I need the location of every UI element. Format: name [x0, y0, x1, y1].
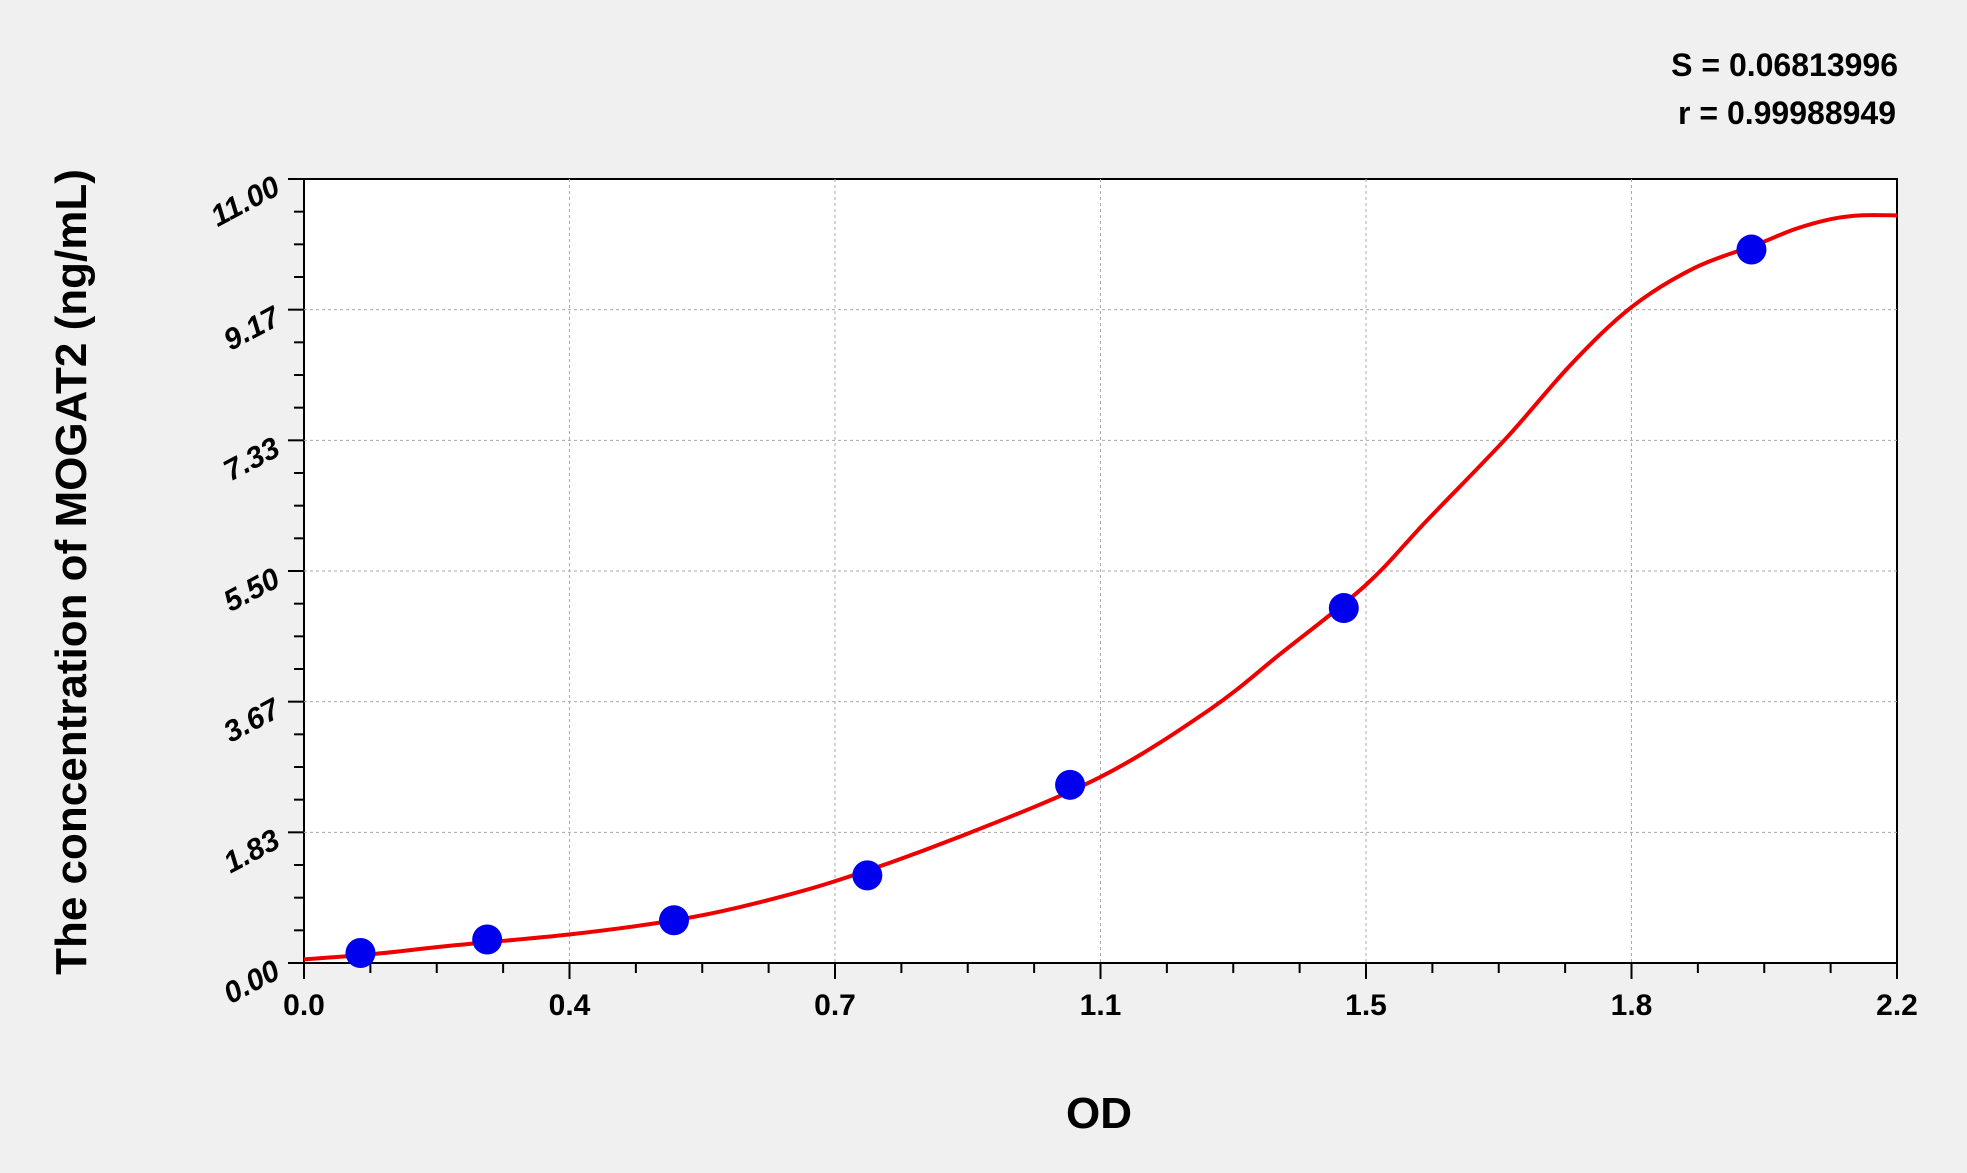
x-tick-label: 1.8	[1611, 989, 1653, 1022]
y-tick-label: 9.17	[218, 300, 286, 357]
y-tick-label: 11.00	[205, 170, 285, 233]
data-points	[345, 234, 1767, 969]
y-tick-label: 0.00	[218, 954, 285, 1011]
y-tick-label: 1.83	[218, 823, 285, 880]
y-tick-label: 3.67	[218, 692, 286, 749]
data-point	[1736, 234, 1767, 265]
data-point	[472, 924, 503, 955]
x-tick-label: 2.2	[1876, 989, 1918, 1022]
grid	[304, 179, 1897, 963]
data-point	[659, 905, 690, 936]
data-point	[1055, 769, 1086, 800]
data-point	[345, 938, 376, 969]
y-axis-title: The concentration of MOGAT2 (ng/mL)	[47, 169, 96, 975]
y-tick-label: 7.33	[218, 431, 285, 488]
stat-s: S = 0.06813996	[1671, 47, 1898, 83]
y-tick-label: 5.50	[218, 562, 285, 619]
x-tick-label: 1.1	[1080, 989, 1122, 1022]
x-tick-label: 0.7	[814, 989, 856, 1022]
data-point	[1328, 593, 1359, 624]
stat-r: r = 0.99988949	[1678, 95, 1896, 131]
x-tick-label: 0.0	[283, 989, 325, 1022]
x-axis-title: OD	[1066, 1089, 1132, 1138]
data-point	[852, 860, 883, 891]
x-tick-label: 0.4	[549, 989, 591, 1022]
x-tick-label: 1.5	[1345, 989, 1387, 1022]
